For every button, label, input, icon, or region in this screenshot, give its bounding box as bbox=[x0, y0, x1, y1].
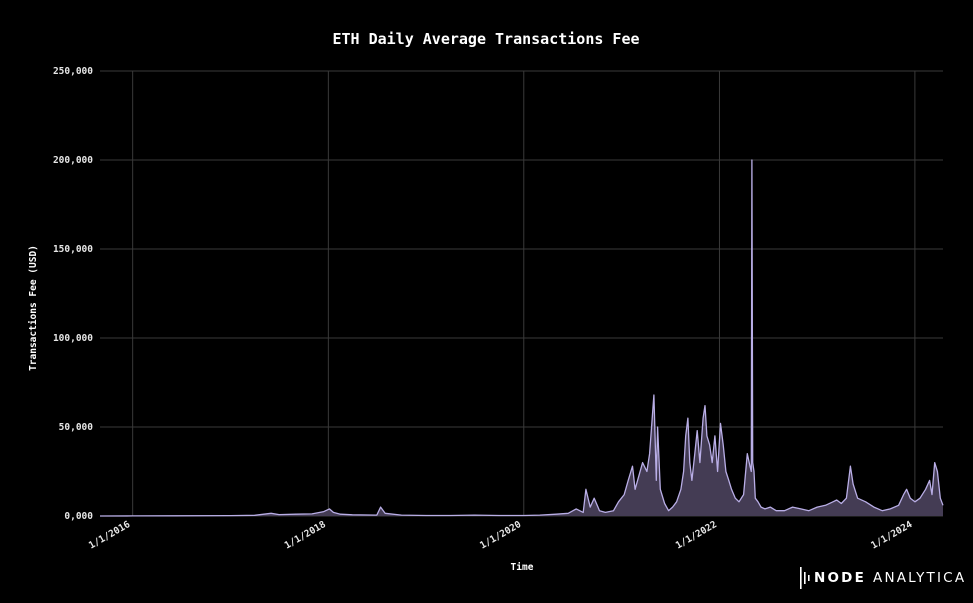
x-tick-label: 1/1/2024 bbox=[869, 519, 914, 552]
series-area bbox=[99, 159, 944, 517]
y-axis-title: Transactions Fee (USD) bbox=[28, 245, 39, 371]
y-tick-label: 0,000 bbox=[64, 511, 93, 522]
series-line bbox=[99, 159, 944, 517]
logo-text-light: ANALYTICA bbox=[873, 570, 966, 586]
y-axis-ticks: 0,000 50,000 100,000 150,000 200,000 250,000 bbox=[53, 66, 93, 522]
y-tick-label: 100,000 bbox=[53, 333, 93, 344]
logo-text-bold: NODE bbox=[814, 570, 866, 586]
x-axis-ticks: 1/1/2016 1/1/2018 1/1/2020 1/1/2022 1/1/2024 bbox=[87, 519, 915, 552]
x-tick-label: 1/1/2020 bbox=[478, 519, 523, 552]
y-tick-label: 150,000 bbox=[53, 244, 93, 255]
y-tick-label: 50,000 bbox=[59, 422, 94, 433]
chart-title: ETH Daily Average Transactions Fee bbox=[332, 30, 639, 48]
y-tick-label: 250,000 bbox=[53, 66, 93, 77]
x-tick-label: 1/1/2018 bbox=[283, 519, 328, 552]
y-tick-label: 200,000 bbox=[53, 155, 93, 166]
x-axis-title: Time bbox=[511, 562, 534, 573]
x-tick-label: 1/1/2016 bbox=[87, 519, 132, 552]
node-analytica-logo: NODE ANALYTICA bbox=[800, 567, 966, 589]
logo-mark-icon bbox=[800, 567, 810, 589]
x-tick-label: 1/1/2022 bbox=[674, 519, 719, 551]
grid bbox=[100, 70, 943, 517]
